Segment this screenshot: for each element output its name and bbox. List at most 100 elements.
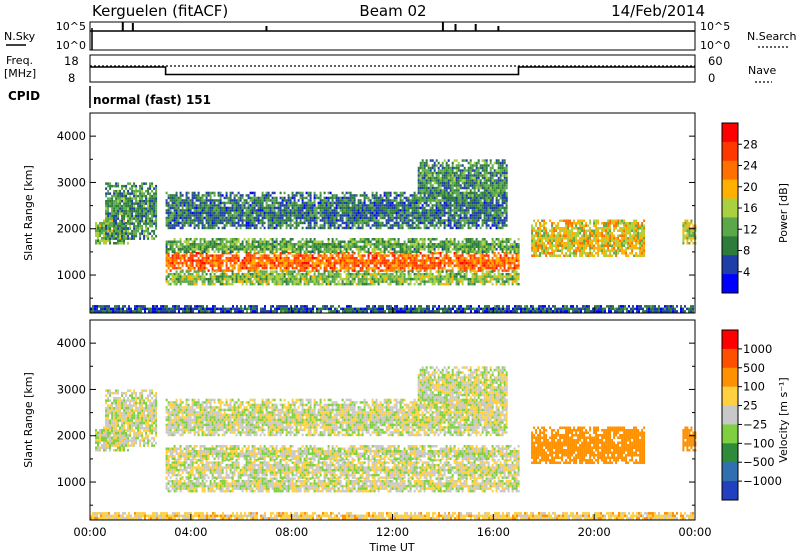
power-cell — [227, 269, 230, 272]
power-cell — [151, 197, 154, 200]
power-cell — [127, 234, 130, 238]
power-cell — [141, 192, 144, 195]
power-cell — [305, 209, 308, 212]
power-cell — [399, 275, 402, 278]
power-cell — [229, 248, 232, 251]
power-cell — [331, 221, 334, 225]
power-cell — [153, 197, 156, 200]
power-cell — [343, 259, 346, 262]
power-cell — [109, 182, 112, 185]
power-cell — [455, 250, 458, 253]
power-cell — [299, 251, 302, 255]
power-cell — [339, 269, 342, 272]
power-cell — [135, 212, 138, 215]
power-cell — [269, 259, 272, 262]
power-cell — [425, 261, 428, 265]
power-cell — [389, 282, 392, 286]
power-cell — [247, 211, 250, 215]
power-cell — [353, 201, 356, 205]
power-cell — [421, 277, 424, 281]
power-cell — [497, 251, 500, 255]
power-cell — [247, 266, 250, 270]
power-cell — [277, 261, 280, 265]
power-cell — [117, 204, 120, 208]
power-cell — [485, 259, 488, 262]
power-cell — [217, 226, 220, 230]
power-cell — [437, 266, 440, 270]
power-cell — [479, 277, 482, 281]
power-cell — [101, 227, 103, 230]
power-cell — [189, 269, 192, 272]
power-cell — [391, 245, 394, 248]
power-cell — [241, 206, 244, 210]
power-cell — [119, 207, 122, 210]
power-cell — [407, 226, 410, 230]
power-cell — [509, 238, 512, 241]
power-cell — [303, 204, 306, 207]
power-cell — [427, 275, 430, 278]
power-cell — [291, 248, 294, 251]
power-cell — [165, 191, 168, 195]
power-cell — [501, 248, 504, 251]
power-cell — [509, 256, 512, 260]
power-cell — [465, 259, 468, 262]
power-cell — [483, 277, 486, 281]
power-cell — [125, 207, 128, 210]
power-cell — [331, 194, 334, 197]
power-cell — [207, 221, 210, 225]
power-cell — [103, 229, 105, 232]
power-cell — [227, 214, 230, 217]
power-cell — [183, 251, 186, 255]
power-cell — [227, 240, 230, 243]
power-cell — [475, 264, 478, 267]
power-cell — [289, 226, 292, 230]
power-cell — [151, 212, 154, 215]
power-cell — [347, 199, 350, 202]
power-cell — [251, 211, 254, 215]
power-cell — [421, 206, 424, 210]
power-cell — [427, 214, 430, 217]
power-cell — [411, 238, 414, 241]
power-cell — [133, 209, 136, 213]
power-cell — [219, 277, 222, 281]
power-cell — [393, 250, 396, 253]
power-cell — [243, 259, 246, 262]
power-cell — [241, 245, 244, 248]
power-cell — [369, 214, 372, 217]
power-cell — [415, 216, 418, 220]
power-cell — [215, 277, 218, 281]
power-cell — [387, 282, 390, 286]
power-cell — [319, 201, 322, 205]
power-cell — [351, 219, 354, 222]
power-cell — [297, 243, 300, 246]
power-cell — [333, 277, 336, 281]
power-cell — [373, 221, 376, 225]
power-cell — [219, 254, 222, 257]
power-cell — [281, 272, 284, 276]
power-cell — [321, 261, 324, 265]
power-cell — [229, 261, 232, 265]
power-cell — [261, 199, 264, 202]
power-cell — [379, 196, 382, 200]
power-cell — [451, 270, 454, 273]
power-cell — [131, 192, 134, 195]
power-cell — [255, 211, 258, 215]
power-cell — [231, 221, 234, 225]
power-cell — [347, 248, 350, 251]
power-cell — [259, 256, 262, 260]
power-cell — [387, 259, 390, 262]
power-cell — [333, 259, 336, 262]
power-cell — [449, 277, 452, 281]
power-cell — [407, 204, 410, 207]
power-cell — [517, 250, 520, 253]
power-cell — [237, 266, 240, 270]
power-cell — [441, 250, 444, 253]
power-cell — [349, 261, 352, 265]
power-cell — [319, 254, 322, 257]
power-cell — [125, 212, 128, 215]
power-cell — [255, 204, 258, 207]
power-cell — [169, 282, 172, 286]
power-cell — [409, 194, 412, 197]
power-cell — [413, 238, 416, 241]
power-cell — [203, 270, 206, 273]
